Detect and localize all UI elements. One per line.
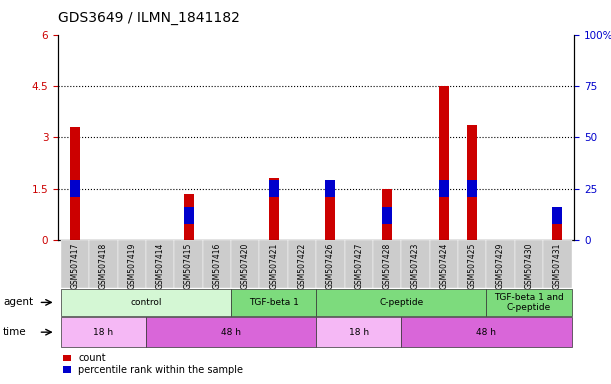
- Bar: [61, 318, 146, 347]
- Bar: [458, 240, 486, 288]
- Bar: [288, 240, 316, 288]
- Text: GSM507429: GSM507429: [496, 242, 505, 289]
- Bar: [203, 240, 231, 288]
- Bar: [373, 240, 401, 288]
- Bar: [552, 207, 562, 223]
- Bar: [61, 240, 89, 288]
- Bar: [552, 220, 562, 240]
- Text: GSM507422: GSM507422: [298, 242, 307, 289]
- Text: GSM507416: GSM507416: [213, 242, 221, 289]
- Text: control: control: [130, 298, 162, 307]
- Bar: [316, 240, 345, 288]
- Text: GSM507418: GSM507418: [99, 242, 108, 289]
- Bar: [174, 240, 203, 288]
- Text: TGF-beta 1: TGF-beta 1: [249, 298, 299, 307]
- Text: 48 h: 48 h: [221, 328, 241, 337]
- Bar: [326, 189, 335, 240]
- Bar: [439, 86, 449, 240]
- Bar: [269, 179, 279, 240]
- Text: GSM507414: GSM507414: [156, 242, 165, 289]
- Bar: [467, 180, 477, 197]
- Bar: [382, 207, 392, 223]
- Bar: [486, 289, 571, 316]
- Text: 48 h: 48 h: [477, 328, 496, 337]
- Text: GSM507424: GSM507424: [439, 242, 448, 289]
- Text: GSM507431: GSM507431: [553, 242, 562, 289]
- Bar: [467, 125, 477, 240]
- Bar: [401, 318, 571, 347]
- Text: GSM507430: GSM507430: [524, 242, 533, 289]
- Text: GDS3649 / ILMN_1841182: GDS3649 / ILMN_1841182: [58, 11, 240, 25]
- Bar: [146, 240, 174, 288]
- Bar: [117, 240, 146, 288]
- Text: GSM507426: GSM507426: [326, 242, 335, 289]
- Bar: [430, 240, 458, 288]
- Text: 18 h: 18 h: [349, 328, 369, 337]
- Text: C-peptide: C-peptide: [379, 298, 423, 307]
- Bar: [401, 240, 430, 288]
- Bar: [146, 318, 316, 347]
- Text: TGF-beta 1 and
C-peptide: TGF-beta 1 and C-peptide: [494, 293, 564, 312]
- Bar: [260, 240, 288, 288]
- Bar: [486, 240, 514, 288]
- Bar: [439, 180, 449, 197]
- Bar: [231, 240, 260, 288]
- Text: GSM507425: GSM507425: [467, 242, 477, 289]
- Bar: [70, 127, 80, 240]
- Text: 18 h: 18 h: [93, 328, 114, 337]
- Bar: [89, 240, 117, 288]
- Bar: [316, 289, 486, 316]
- Text: GSM507415: GSM507415: [184, 242, 193, 289]
- Bar: [543, 240, 571, 288]
- Bar: [514, 240, 543, 288]
- Bar: [382, 189, 392, 240]
- Bar: [326, 180, 335, 197]
- Text: time: time: [3, 327, 27, 337]
- Bar: [183, 207, 194, 223]
- Bar: [345, 240, 373, 288]
- Text: agent: agent: [3, 297, 33, 308]
- Legend: count, percentile rank within the sample: count, percentile rank within the sample: [63, 353, 243, 375]
- Bar: [183, 194, 194, 240]
- Bar: [70, 180, 80, 197]
- Text: GSM507420: GSM507420: [241, 242, 250, 289]
- Bar: [61, 289, 231, 316]
- Text: GSM507427: GSM507427: [354, 242, 364, 289]
- Bar: [269, 180, 279, 197]
- Text: GSM507421: GSM507421: [269, 242, 278, 289]
- Text: GSM507428: GSM507428: [382, 242, 392, 289]
- Text: GSM507423: GSM507423: [411, 242, 420, 289]
- Text: GSM507419: GSM507419: [127, 242, 136, 289]
- Bar: [316, 318, 401, 347]
- Text: GSM507417: GSM507417: [70, 242, 79, 289]
- Bar: [231, 289, 316, 316]
